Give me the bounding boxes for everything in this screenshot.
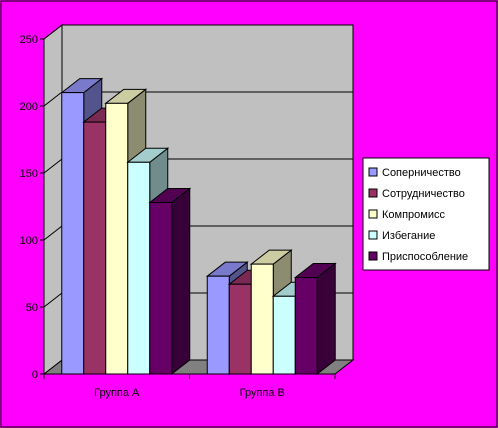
bar-front: [272, 295, 296, 375]
legend-box: [362, 157, 490, 271]
legend-label: Соперничество: [382, 167, 461, 179]
bar-front: [83, 121, 107, 375]
bar-side: [171, 187, 191, 376]
y-tick-label: 250: [20, 34, 38, 46]
legend-swatch: [368, 167, 378, 177]
bar-front: [250, 263, 274, 375]
bar-front: [61, 92, 85, 375]
chart-side-wall: [43, 23, 63, 376]
y-tick-label: 200: [20, 101, 38, 113]
y-tick-label: 150: [20, 168, 38, 180]
legend-label: Компромисс: [382, 209, 445, 221]
gridline: [43, 24, 353, 40]
bar-2-5: [293, 262, 337, 376]
x-category-label: Группа А: [94, 387, 140, 399]
legend: Соперничество Сотрудничество Компромисс Изб…: [362, 157, 490, 271]
legend-swatch: [368, 209, 378, 219]
legend-swatch: [368, 230, 378, 240]
bar-side: [316, 262, 336, 376]
bar-front: [294, 277, 318, 375]
bars: [60, 77, 337, 376]
bar-1-5: [148, 187, 192, 376]
legend-swatch: [368, 251, 378, 261]
x-category-label: Группа В: [240, 387, 285, 399]
bar-front: [149, 201, 173, 375]
legend-label: Приспособление: [382, 251, 468, 263]
y-tick-label: 50: [26, 302, 38, 314]
y-tick-label: 0: [32, 369, 38, 381]
legend-label: Сотрудничество: [382, 188, 465, 200]
bar-front: [105, 102, 129, 375]
legend-label: Избегание: [382, 230, 435, 242]
x-axis: Группа А Группа В: [43, 373, 336, 399]
bar-front: [127, 161, 151, 375]
y-axis: 0 50 100 150 200 250: [20, 34, 45, 381]
y-tick-label: 100: [20, 235, 38, 247]
bar-front: [206, 275, 230, 375]
legend-swatch: [368, 188, 378, 198]
bar-front: [228, 283, 252, 375]
